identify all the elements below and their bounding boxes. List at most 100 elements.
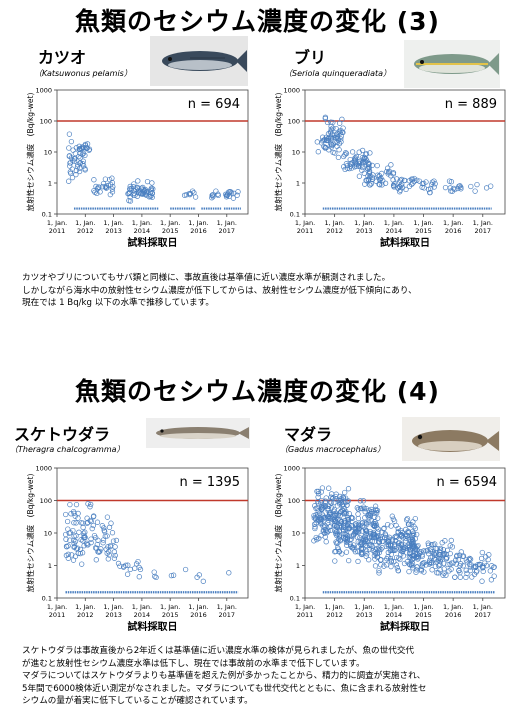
data-point: [451, 185, 457, 192]
data-point: [476, 561, 483, 567]
data-point: [363, 178, 370, 184]
x-tick-label: 1, Jan. 2011: [295, 603, 315, 619]
data-point: [440, 552, 446, 559]
data-point: [392, 534, 398, 540]
data-point: [341, 510, 347, 516]
data-point: [126, 197, 132, 204]
data-point: [104, 533, 110, 539]
data-point: [354, 505, 360, 511]
data-point: [354, 534, 360, 540]
description-4-line: スケトウダラは事故直後から2年近くは基準値に近い濃度水準の検体が見られましたが、…: [22, 646, 415, 656]
data-point: [447, 550, 453, 557]
data-point: [68, 155, 75, 161]
data-point: [449, 544, 456, 550]
data-point: [409, 181, 415, 187]
fish-name-katsuo: カツオ: [38, 48, 87, 67]
data-point: [471, 571, 478, 578]
data-point: [110, 538, 117, 544]
data-point: [429, 179, 436, 185]
data-point: [389, 513, 395, 519]
data-point: [318, 497, 325, 504]
data-point: [365, 166, 371, 172]
data-point: [153, 574, 159, 581]
description-4-line: シウムの量が着実に低下していることが確認されています。: [22, 696, 253, 706]
data-point: [372, 546, 379, 553]
data-point: [425, 186, 432, 193]
data-point: [326, 485, 332, 491]
data-point: [317, 515, 323, 521]
data-point: [147, 193, 154, 200]
data-point: [314, 505, 320, 511]
data-point: [312, 524, 318, 530]
data-point: [337, 120, 343, 126]
data-point: [71, 510, 77, 516]
data-point: [444, 554, 450, 561]
data-point: [420, 560, 426, 566]
data-point: [338, 136, 344, 142]
data-point: [436, 549, 443, 555]
data-point: [416, 178, 423, 184]
x-tick-label: 1, Jan. 2016: [188, 219, 208, 235]
data-point: [66, 178, 72, 184]
data-point: [88, 518, 94, 525]
data-point: [334, 523, 340, 529]
data-point: [355, 515, 362, 522]
data-point: [130, 192, 136, 198]
x-axis-label: 試料採取日: [380, 620, 430, 633]
data-point: [452, 186, 458, 193]
data-point: [483, 554, 489, 560]
data-point: [366, 557, 372, 563]
data-point: [323, 495, 329, 501]
data-point: [336, 548, 342, 555]
suketoudara-chart: 1000 100 10 1 0.11, Jan. 2011 1, Jan. 2012 1, Ja…: [25, 465, 249, 633]
x-tick-label: 1, Jan. 2015: [160, 603, 180, 619]
sample-count-label: n = 6594: [437, 475, 497, 490]
x-axis-label: 試料採取日: [380, 236, 430, 249]
description-3-line: しかしながら海水中の放射性セシウム濃度が低下してからは、放射性セシウム濃度が低下…: [22, 285, 417, 296]
data-point: [320, 504, 326, 511]
data-point: [388, 523, 394, 529]
buri-chart: 1000 100 10 1 0.11, Jan. 2011 1, Jan. 2012 1, Ja…: [273, 87, 506, 249]
data-point: [226, 570, 232, 576]
data-point: [426, 557, 433, 564]
x-axis-label: 試料採取日: [128, 236, 178, 249]
data-point: [369, 174, 375, 180]
data-point: [391, 559, 397, 565]
data-point: [82, 166, 88, 172]
data-point: [66, 145, 72, 151]
data-point: [394, 176, 400, 182]
data-point: [87, 517, 93, 524]
data-point: [343, 549, 350, 555]
data-point: [372, 523, 378, 529]
data-point: [322, 498, 329, 504]
data-point: [349, 523, 355, 529]
data-point: [77, 546, 84, 553]
data-point: [491, 564, 497, 570]
sample-count-label: n = 1395: [180, 475, 240, 490]
data-point: [315, 149, 321, 155]
data-point: [489, 563, 495, 569]
data-point: [70, 147, 76, 153]
data-point: [81, 543, 87, 549]
data-point: [323, 539, 329, 545]
data-point: [335, 154, 342, 161]
data-point: [92, 189, 98, 195]
data-point: [336, 523, 343, 529]
data-point: [360, 504, 367, 510]
data-point: [360, 498, 367, 504]
data-point: [69, 552, 75, 558]
data-point: [403, 517, 410, 523]
data-point: [209, 195, 215, 201]
data-point: [131, 181, 137, 187]
data-point: [388, 558, 394, 564]
data-point: [65, 555, 71, 561]
data-point: [452, 574, 458, 580]
data-point: [355, 548, 361, 555]
x-tick-label: 1, Jan. 2017: [217, 603, 237, 619]
data-point: [363, 159, 369, 165]
data-point: [356, 521, 362, 527]
x-tick-label: 1, Jan. 2011: [47, 603, 67, 619]
data-point: [349, 149, 356, 155]
data-point: [371, 535, 378, 541]
data-point: [339, 502, 345, 509]
